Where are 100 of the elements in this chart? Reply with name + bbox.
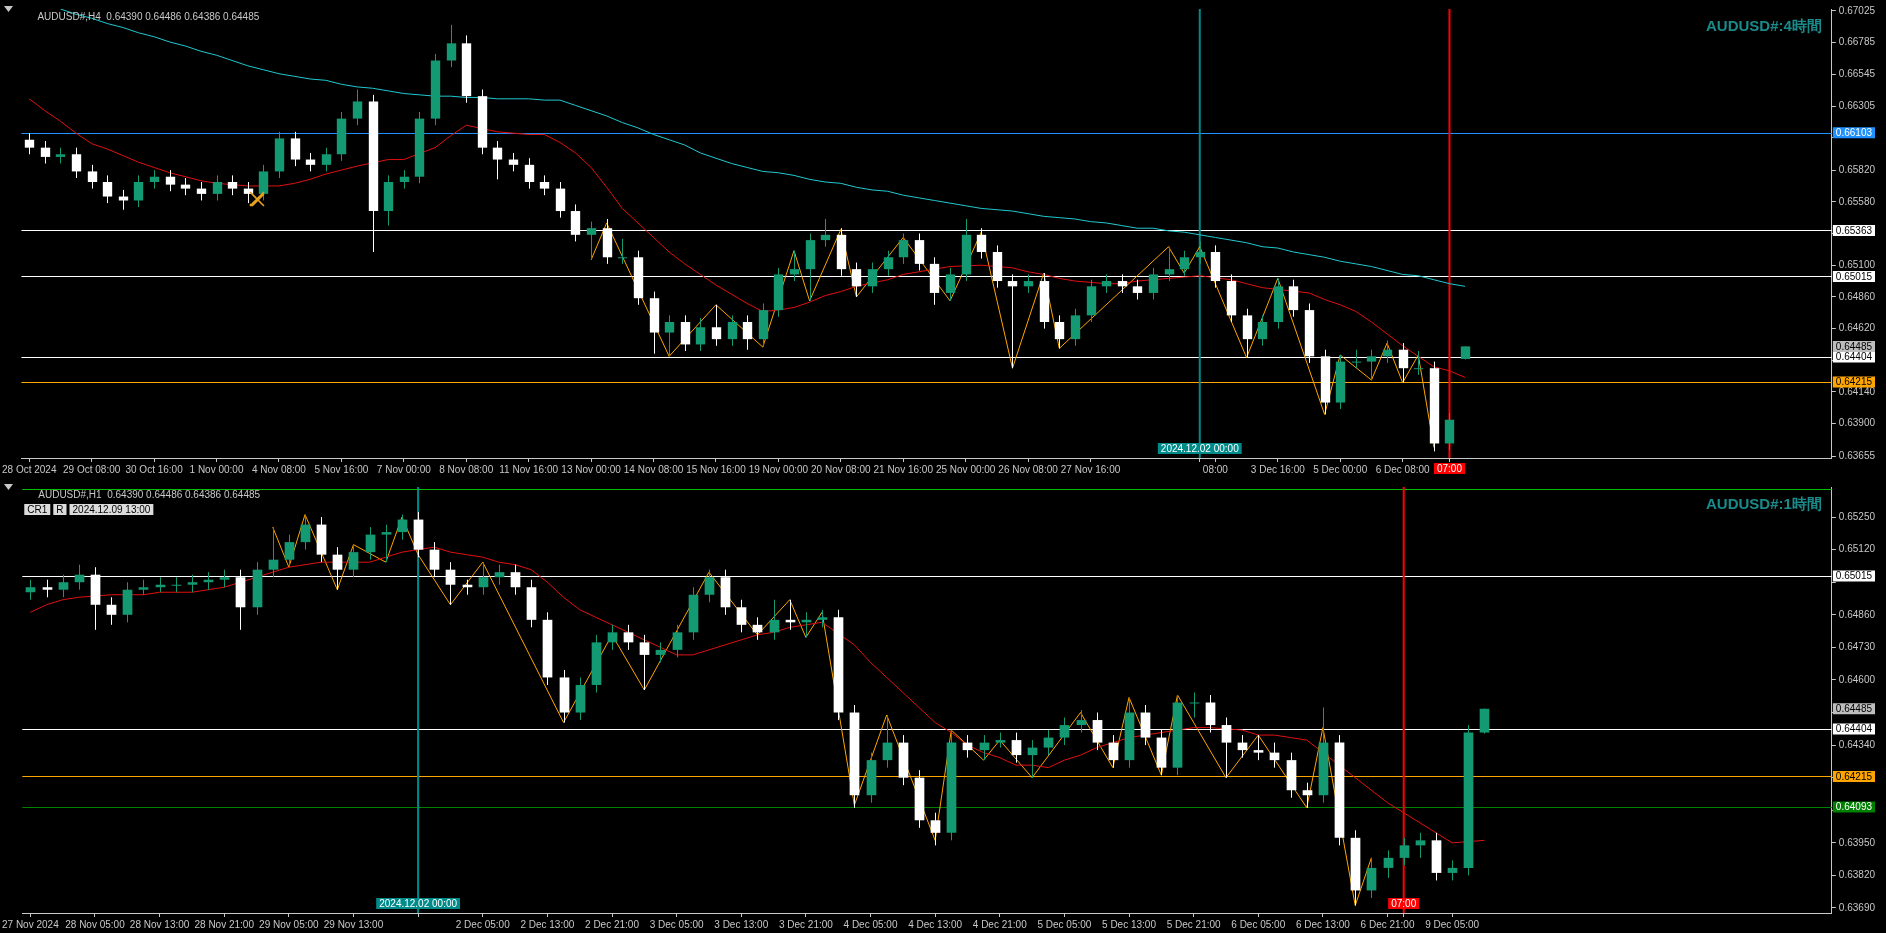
x-tick-label: 27 Nov 16:00: [1060, 463, 1121, 475]
candlestick: [1413, 350, 1424, 376]
candlestick: [1351, 349, 1362, 369]
candlestick: [1011, 732, 1022, 764]
ref-line-label: 0.64215: [1835, 376, 1873, 388]
x-tick-label: 2024.12.02 00:00: [1160, 442, 1240, 454]
y-tick-label: 0.63690: [1838, 901, 1876, 913]
annotation: CR1: [27, 503, 48, 515]
candlestick: [930, 812, 941, 846]
candlestick: [789, 250, 800, 282]
y-tick-label: 0.63820: [1838, 869, 1876, 881]
x-tick-label: 2 Dec 21:00: [585, 918, 640, 930]
x-tick-label: 8 Nov 08:00: [439, 463, 494, 475]
candlestick: [586, 221, 597, 261]
candlestick: [539, 174, 550, 196]
x-tick-label: 4 Nov 08:00: [251, 463, 307, 475]
candlestick: [1076, 709, 1087, 734]
candlestick: [1023, 273, 1034, 294]
candlestick: [727, 314, 738, 347]
candlestick: [227, 174, 238, 196]
ref-line-label: 0.65015: [1835, 270, 1873, 282]
y-tick-label: 0.66545: [1838, 68, 1876, 80]
candlestick: [348, 544, 359, 578]
candlestick: [1054, 314, 1065, 349]
candlestick: [71, 147, 82, 179]
y-tick-label: 0.64620: [1838, 322, 1876, 334]
candlestick: [1383, 849, 1394, 879]
candlestick: [914, 233, 925, 271]
x-tick-label: 6 Dec 21:00: [1360, 918, 1415, 930]
x-tick-label: 13 Nov 00:00: [561, 463, 622, 475]
ref-line-label: 0.65363: [1835, 224, 1873, 236]
candlestick: [1366, 349, 1377, 381]
x-tick-label: 4 Dec 21:00: [972, 918, 1028, 930]
candlestick: [58, 574, 69, 598]
x-tick-label: 5 Dec 05:00: [1037, 918, 1092, 930]
candlestick: [704, 569, 715, 603]
y-tick-label: 0.65250: [1838, 510, 1876, 522]
candlestick: [742, 314, 753, 351]
candlestick: [399, 169, 410, 190]
x-tick-label: 20 Nov 08:00: [811, 463, 871, 475]
y-tick-label: 0.63900: [1838, 417, 1876, 429]
annotation: R: [56, 503, 64, 515]
candlestick: [171, 576, 182, 593]
candlestick: [1164, 246, 1175, 282]
candlestick: [1059, 717, 1070, 746]
x-tick-label: 6 Dec 05:00: [1231, 918, 1286, 930]
candlestick: [524, 157, 535, 190]
y-tick-label: 0.65100: [1838, 258, 1876, 270]
x-tick-label: 11 Nov 16:00: [499, 463, 559, 475]
y-tick-label: 0.66785: [1838, 36, 1876, 48]
x-tick-label: 07:00: [1391, 897, 1417, 909]
x-tick-label: 2 Dec 13:00: [520, 918, 575, 930]
x-tick-label: 4 Dec 05:00: [843, 918, 898, 930]
candlestick: [258, 164, 269, 201]
candlestick: [820, 218, 831, 248]
candlestick: [284, 534, 295, 568]
candlestick: [1148, 267, 1159, 301]
x-tick-label: 28 Nov 21:00: [194, 918, 255, 930]
x-tick-label: 7 Nov 00:00: [376, 463, 432, 475]
x-tick-label: 29 Nov 13:00: [323, 918, 384, 930]
x-tick-label: 14 Nov 08:00: [623, 463, 684, 475]
y-tick-label: 0.63655: [1838, 449, 1876, 461]
candlestick: [508, 152, 519, 172]
candlestick: [1479, 708, 1490, 735]
y-tick-label: 0.66305: [1838, 99, 1876, 111]
y-tick-label: 0.65820: [1838, 163, 1876, 175]
x-tick-label: 5 Nov 16:00: [314, 463, 369, 475]
candlestick: [1195, 240, 1206, 265]
candlestick: [352, 89, 363, 126]
x-tick-label: 29 Nov 05:00: [259, 918, 320, 930]
candlestick: [1366, 857, 1377, 899]
candlestick: [1288, 279, 1299, 318]
candlestick: [1253, 734, 1264, 761]
candlestick: [1189, 691, 1200, 719]
x-tick-label: 5 Dec 00:00: [1313, 463, 1368, 475]
ref-line-label: 0.64404: [1835, 351, 1873, 363]
candlestick: [102, 174, 113, 204]
candlestick: [945, 267, 956, 302]
chart-title: AUDUSD#,H1 0.64390 0.64486 0.64386 0.64485: [38, 488, 261, 500]
x-tick-label: 07:00: [1436, 462, 1463, 474]
candlestick: [883, 250, 894, 277]
ref-line-label: 0.66103: [1835, 126, 1873, 138]
y-tick-label: 0.64600: [1838, 673, 1876, 685]
candlestick: [1447, 859, 1458, 881]
candlestick: [711, 304, 722, 347]
y-tick-label: 0.64140: [1838, 385, 1876, 397]
x-tick-label: 28 Oct 2024: [2, 463, 57, 475]
x-tick-label: 15 Nov 16:00: [686, 463, 747, 475]
candlestick: [672, 624, 683, 658]
candlestick: [1444, 412, 1455, 451]
candlestick: [25, 579, 36, 601]
candlestick: [165, 169, 176, 192]
x-tick-label: 30 Oct 16:00: [125, 463, 184, 475]
candlestick: [1070, 308, 1081, 347]
candlestick: [1302, 782, 1313, 809]
ref-line-label: 0.64215: [1835, 770, 1873, 782]
x-tick-label: 6 Dec 08:00: [1375, 463, 1431, 475]
text: 0.64485: [1835, 703, 1873, 715]
candlestick: [494, 564, 505, 586]
candlestick: [1415, 832, 1426, 859]
